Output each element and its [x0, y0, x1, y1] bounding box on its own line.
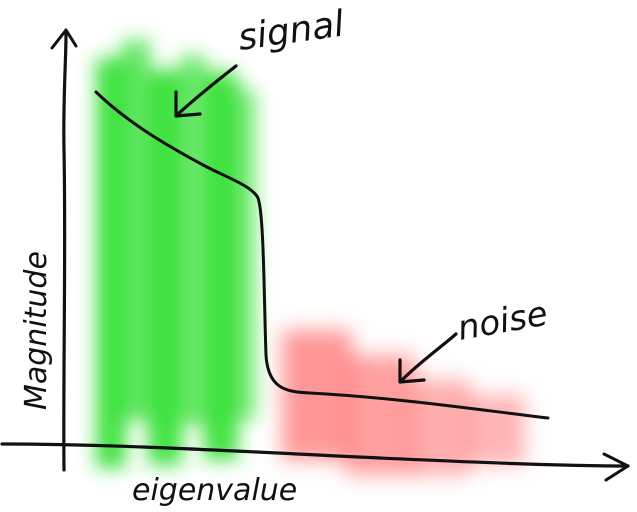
x-axis — [0, 442, 630, 468]
eigenvalue-curve — [94, 90, 550, 420]
x-axis-label: eigenvalue — [132, 473, 297, 508]
arrow-pointing-to-signal-icon — [174, 64, 238, 118]
y-axis-label: Magnitude — [19, 251, 54, 410]
noise-region — [282, 330, 525, 475]
y-axis — [62, 32, 68, 472]
signal-region — [96, 40, 256, 468]
arrow-pointing-to-noise-icon — [398, 332, 458, 384]
axis-arrowhead-icon — [50, 28, 78, 50]
noise-annotation: noise — [455, 294, 551, 349]
axis-arrowhead-icon — [602, 452, 630, 482]
signal-annotation: signal — [236, 3, 347, 58]
